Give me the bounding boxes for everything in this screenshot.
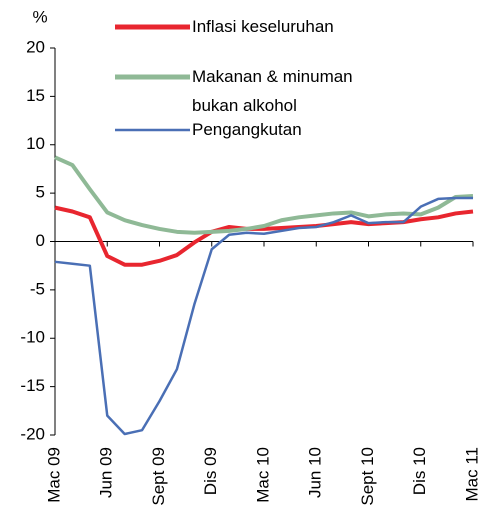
legend-label: Makanan & minuman bukan alkohol (192, 67, 353, 115)
x-tick-label: Dis 10 (410, 447, 429, 495)
y-tick-label: -10 (20, 328, 45, 347)
x-tick-label: Mac 11 (462, 447, 478, 502)
legend-label: Pengangkutan (192, 120, 302, 139)
line-series (54, 155, 474, 235)
legend-label: Inflasi keseluruhan (192, 17, 334, 36)
y-tick-label: -20 (20, 424, 45, 443)
y-tick-label: 0 (36, 231, 45, 250)
x-tick-label: Sept 10 (358, 447, 377, 506)
y-tick-label: 15 (26, 86, 45, 105)
x-tick-label: Dis 09 (201, 447, 220, 495)
x-tick-label: Jun 09 (97, 447, 116, 498)
x-tick-label: Jun 10 (306, 447, 325, 498)
y-tick-label: -15 (20, 376, 45, 395)
y-tick-label: 20 (26, 37, 45, 56)
y-axis-label: % (32, 7, 47, 26)
x-tick-label: Mac 10 (253, 447, 272, 503)
line-series (54, 196, 473, 436)
x-tick-label: Sept 09 (149, 447, 168, 506)
y-tick-label: 5 (36, 183, 45, 202)
y-tick-label: -5 (30, 279, 45, 298)
y-tick-label: 10 (26, 134, 45, 153)
x-tick-label: Mac 09 (44, 447, 63, 503)
